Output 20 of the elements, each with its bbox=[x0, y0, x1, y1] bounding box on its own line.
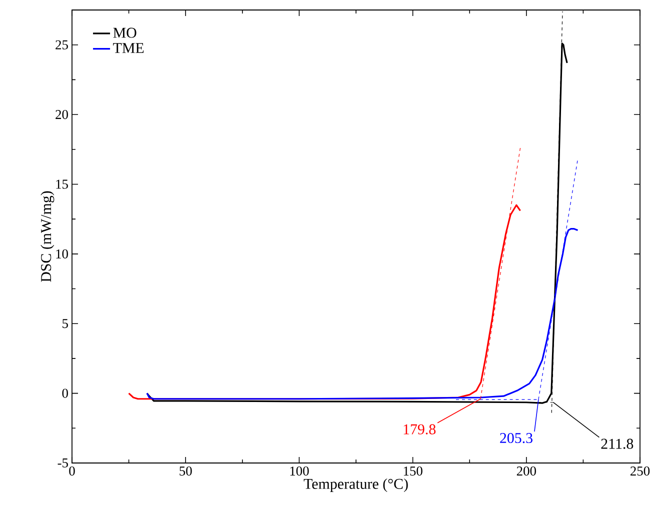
x-tick-label: 50 bbox=[180, 466, 192, 476]
y-tick-label: 0 bbox=[62, 388, 68, 398]
y-tick-label: 20 bbox=[56, 110, 68, 120]
annotation: 211.8 bbox=[601, 438, 634, 449]
y-tick-label: 25 bbox=[56, 40, 68, 50]
x-tick-label: 150 bbox=[404, 466, 422, 476]
y-tick-label: -5 bbox=[58, 458, 68, 468]
x-axis-title: Temperature (°C) bbox=[304, 478, 408, 492]
y-tick-label: 15 bbox=[56, 180, 68, 189]
legend-label: TME bbox=[113, 43, 144, 53]
legend-label: MO bbox=[113, 28, 136, 38]
annotation: 179.8 bbox=[404, 424, 436, 434]
x-tick-label: 0 bbox=[69, 466, 75, 476]
x-tick-label: 250 bbox=[630, 466, 650, 476]
y-axis-title: DSC (mW/mg) bbox=[40, 191, 54, 282]
y-tick-label: 5 bbox=[62, 319, 68, 328]
annotation: 205.3 bbox=[500, 432, 532, 444]
y-tick-label: 10 bbox=[56, 249, 68, 258]
x-tick-label: 100 bbox=[290, 466, 309, 476]
x-tick-label: 200 bbox=[516, 466, 536, 476]
